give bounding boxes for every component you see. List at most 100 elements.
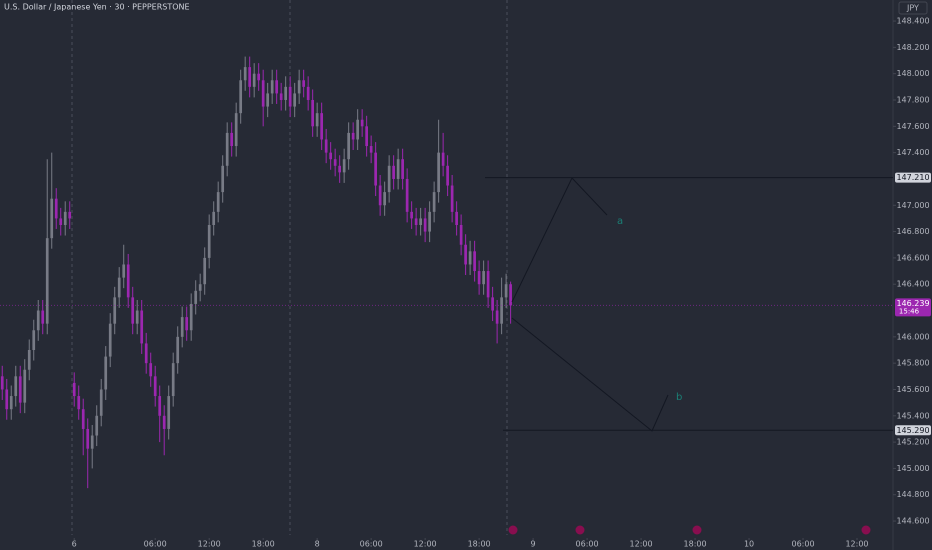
y-tick-label: 147.600	[896, 122, 929, 131]
candle-body	[126, 264, 130, 298]
candle-body	[495, 310, 499, 324]
chart-title: U.S. Dollar / Japanese Yen · 30 · PEPPER…	[4, 3, 190, 12]
candle-body	[194, 290, 198, 304]
candle-body	[338, 165, 342, 173]
drawing-b	[511, 317, 669, 432]
candle-body	[387, 165, 391, 193]
candle-body	[18, 376, 22, 403]
candle-body	[491, 297, 494, 311]
candle-body	[72, 382, 76, 397]
candle-body	[198, 284, 202, 291]
candle-body	[158, 396, 162, 416]
event-icon[interactable]	[507, 524, 519, 536]
candle-body	[36, 310, 40, 331]
candle-body	[185, 317, 189, 331]
candle-body	[9, 396, 13, 410]
x-tick-label: 06:00	[791, 540, 814, 549]
candle-body	[216, 192, 220, 212]
candle-body	[212, 211, 216, 225]
candle-body	[167, 396, 171, 429]
candle-body	[252, 73, 256, 87]
y-tick-label: 146.000	[896, 332, 929, 341]
x-tick-label: 12:00	[414, 540, 437, 549]
currency-box[interactable]	[898, 1, 928, 15]
candle-body	[500, 297, 503, 324]
x-tick-label: 12:00	[198, 540, 221, 549]
candle-body	[432, 192, 436, 212]
candle-body	[131, 297, 135, 324]
candle-body	[428, 211, 431, 232]
candle-body	[266, 93, 270, 107]
y-tick-label: 144.800	[896, 490, 929, 499]
candle-body	[108, 323, 112, 357]
candle-body	[27, 350, 31, 370]
last-price-label: 146.239	[896, 299, 929, 308]
x-tick-label: 18:00	[468, 540, 491, 549]
candle-body	[171, 363, 175, 397]
candle-body	[473, 251, 476, 272]
candle-body	[378, 185, 382, 206]
candle-body	[180, 317, 184, 337]
candle-body	[248, 67, 252, 87]
event-icon[interactable]	[860, 524, 872, 536]
candle-body	[41, 310, 45, 324]
y-tick-label: 145.400	[896, 411, 929, 420]
candle-body	[306, 86, 310, 100]
candle-body	[468, 251, 472, 265]
candle-body	[270, 80, 274, 94]
candle-body	[203, 257, 207, 285]
x-tick-label: 8	[315, 540, 320, 549]
candle-body	[140, 310, 144, 344]
candle-body	[333, 159, 337, 166]
candle-body	[297, 80, 301, 94]
candle-body	[360, 119, 364, 127]
x-tick-label: 6	[72, 540, 77, 549]
candle-body	[279, 93, 283, 100]
candle-body	[437, 152, 440, 193]
candle-body	[77, 396, 81, 410]
candle-body	[81, 409, 85, 429]
x-tick-label: 12:00	[845, 540, 868, 549]
candle-body	[509, 284, 512, 306]
level-label-box	[895, 172, 931, 183]
candle-body	[144, 343, 148, 364]
candle-body	[5, 389, 9, 410]
candle-body	[230, 132, 234, 147]
candle-body	[149, 363, 153, 377]
annotation-b: b	[676, 392, 682, 403]
plot	[0, 56, 512, 489]
y-tick-label: 145.200	[896, 438, 929, 447]
x-tick-label: 18:00	[684, 540, 707, 549]
candle-body	[293, 93, 297, 107]
event-icon[interactable]	[574, 524, 586, 536]
candle-body	[189, 303, 193, 331]
candle-body	[288, 86, 292, 107]
candle-body	[464, 244, 467, 265]
x-tick-label: 06:00	[576, 540, 599, 549]
candle-body	[45, 238, 49, 324]
y-tick-label: 147.400	[896, 148, 929, 157]
candle-body	[32, 330, 36, 350]
x-tick-label: 12:00	[630, 540, 653, 549]
level-label: 145.290	[896, 426, 929, 435]
x-tick-label: 06:00	[360, 540, 383, 549]
y-tick-label: 146.600	[896, 253, 929, 262]
candle-body	[486, 271, 490, 298]
currency: JPY	[906, 4, 919, 13]
x-tick-label: 10	[744, 540, 754, 549]
candle-body	[135, 310, 139, 324]
candle-body	[68, 211, 72, 219]
candle-body	[14, 376, 18, 397]
candle-body	[329, 152, 333, 160]
x-tick-label: 9	[531, 540, 536, 549]
candle-body	[342, 159, 346, 173]
candle-body	[86, 428, 90, 449]
event-icon[interactable]	[691, 524, 703, 536]
candle-body	[221, 165, 225, 193]
candle-body	[63, 211, 67, 225]
candle-body	[0, 376, 4, 390]
candle-body	[374, 152, 377, 186]
candle-body	[405, 178, 409, 212]
